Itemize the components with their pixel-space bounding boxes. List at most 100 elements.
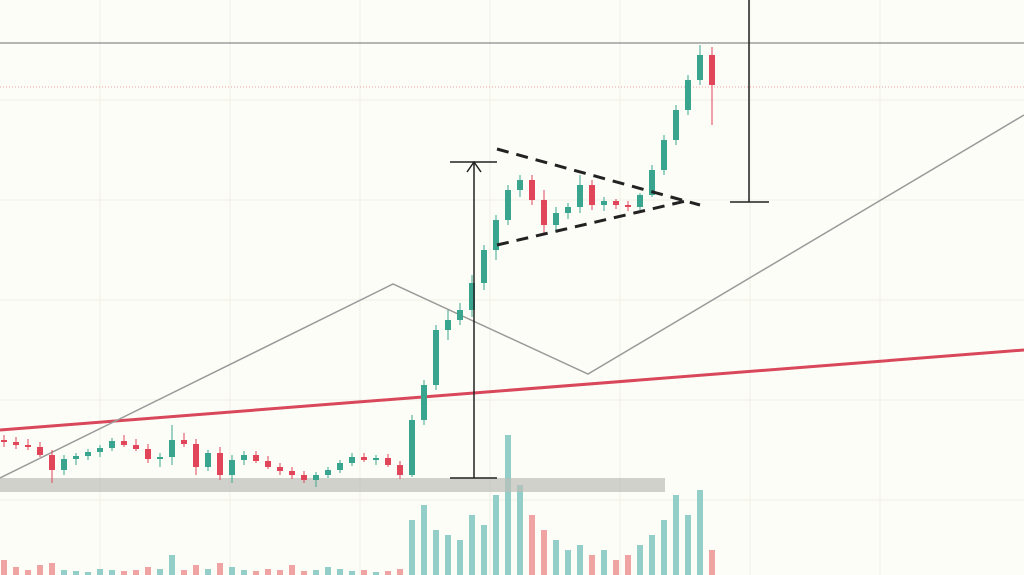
volume-bar [85,572,91,575]
volume-bar [157,569,163,575]
candle-body [469,283,475,310]
candle-body [445,320,451,330]
candle-body [289,471,295,475]
candle-body [685,80,691,110]
volume-bar [73,571,79,575]
candle-body [145,449,151,459]
volume-bar [445,535,451,575]
candle-body [625,205,631,207]
candle-body [409,420,415,475]
candle-body [85,452,91,456]
volume-bar [109,570,115,575]
volume-bar [493,495,499,575]
candle-body [241,455,247,460]
volume-bar [565,550,571,575]
candle-body [673,110,679,140]
volume-bar [649,535,655,575]
trend-line [0,348,1024,432]
candle-body [169,440,175,457]
candle-body [61,459,67,470]
candle-body [481,250,487,283]
candle-body [397,465,403,475]
volume-bar [397,569,403,575]
candle-body [193,444,199,467]
volume-bar [13,567,19,575]
candle-body [565,207,571,213]
volume-bar [613,560,619,575]
volume-bar [517,485,523,575]
volume-bar [25,570,31,575]
candle-body [49,455,55,470]
candle-body [505,190,511,220]
candle-body [613,201,619,205]
volume-bar [625,555,631,575]
candle-body [517,180,523,190]
candle-body [589,185,595,205]
volume-bar [145,567,151,575]
candle-body [25,445,31,447]
volume-bar [481,525,487,575]
candle-body [37,447,43,455]
candle-body [421,385,427,420]
volume-bar [421,505,427,575]
candle-body [229,460,235,475]
candle-body [265,461,271,467]
volume-bar [637,545,643,575]
pennant [496,147,701,247]
candle-body [577,185,583,207]
candle-body [637,195,643,207]
volume-bar [265,569,271,575]
candle-body [601,201,607,205]
volume-bar [1,560,7,575]
candle-body [313,475,319,480]
volume-bar [337,569,343,575]
candle-body [1,440,7,442]
candle-body [121,441,127,445]
volume-bar [313,570,319,575]
volume-bar [205,569,211,575]
zigzag-line [0,114,1024,479]
candles [1,45,715,487]
candle-body [361,457,367,460]
candle-body [349,457,355,463]
volume-bar [541,530,547,575]
volume-bar [697,490,703,575]
volume-bar [685,515,691,575]
volume-bar [301,571,307,575]
candle-body [325,470,331,475]
candle-body [109,441,115,448]
volume-bar [673,495,679,575]
volume-pane [1,435,715,575]
support-zone [0,478,665,492]
volume-bar [553,540,559,575]
candle-body [97,448,103,452]
volume-bar [121,571,127,575]
candle-body [277,467,283,471]
volume-bar [133,570,139,575]
volume-bar [661,520,667,575]
volume-bar [193,565,199,575]
volume-bar [241,570,247,575]
candle-body [253,455,259,461]
volume-bar [601,550,607,575]
candle-body [157,457,163,459]
candle-body [133,445,139,449]
volume-bar [169,555,175,575]
candle-body [709,55,715,85]
volume-bar [277,570,283,575]
volume-bar [97,569,103,575]
volume-bar [289,565,295,575]
candle-body [457,310,463,320]
candle-body [385,458,391,465]
volume-bar [217,563,223,575]
volume-bar [325,567,331,575]
candle-body [661,140,667,170]
candle-body [73,456,79,459]
volume-bar [457,540,463,575]
candle-body [697,55,703,80]
candle-body [217,453,223,475]
volume-bar [529,515,535,575]
volume-bar [505,435,511,575]
volume-bar [709,550,715,575]
